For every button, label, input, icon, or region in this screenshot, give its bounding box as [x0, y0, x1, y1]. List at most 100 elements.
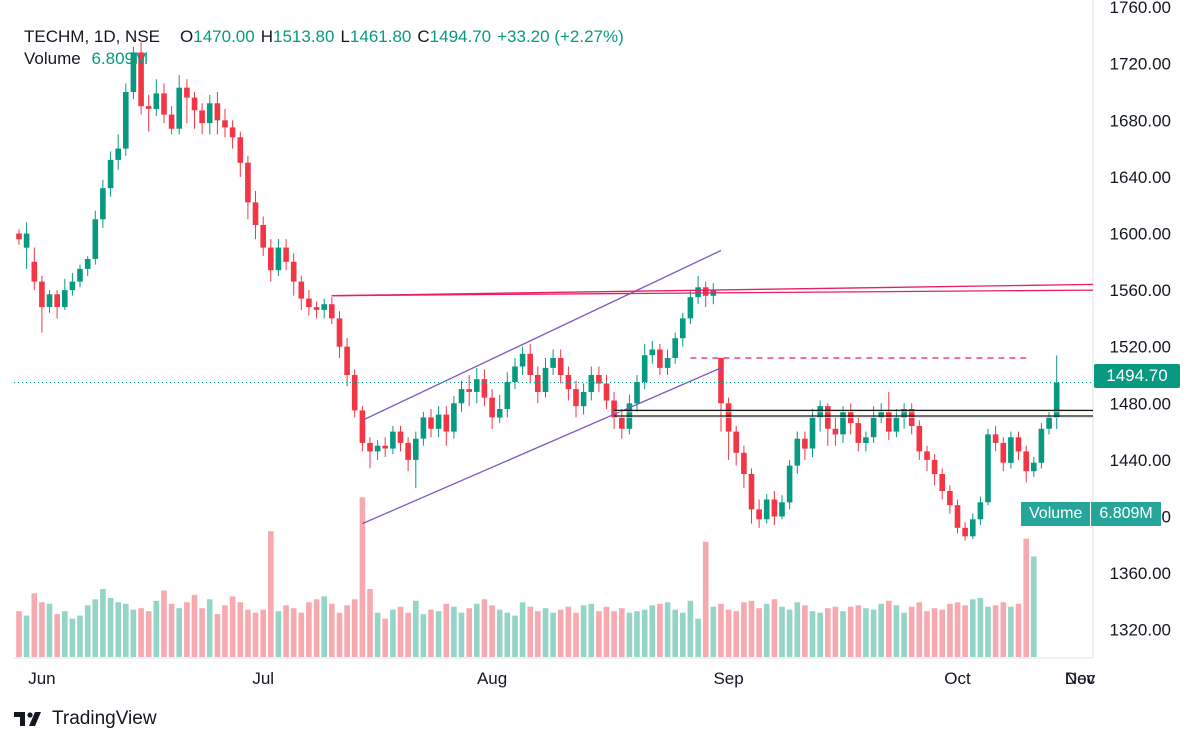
candle	[702, 281, 709, 308]
price-tick-label: 1600.00	[1110, 225, 1171, 244]
candle	[550, 349, 556, 375]
candle	[39, 275, 45, 333]
candle	[458, 380, 465, 412]
resistance-1-line[interactable]	[331, 283, 1094, 297]
volume-bar	[359, 497, 366, 657]
candle	[481, 369, 488, 407]
volume-bar	[947, 603, 953, 657]
candle	[664, 349, 671, 375]
candle	[931, 454, 938, 486]
volume-bar	[130, 609, 137, 657]
volume-bar	[283, 605, 289, 657]
volume-tag-label: Volume	[1021, 502, 1091, 526]
volume-label[interactable]: Volume	[24, 49, 81, 68]
volume-bar	[641, 609, 648, 657]
price-axis[interactable]: 1320.001360.001400.001440.001480.001520.…	[1110, 0, 1171, 640]
symbol-title[interactable]: TECHM, 1D, NSE	[24, 27, 161, 46]
candle	[222, 109, 228, 138]
trend-lines[interactable]	[331, 249, 1094, 525]
volume-bar	[779, 606, 785, 657]
close-label: C	[417, 27, 430, 46]
open-label: O	[180, 27, 194, 46]
candle	[496, 394, 503, 424]
candle	[847, 403, 854, 435]
volume-bar	[817, 612, 823, 657]
resistance-2-line[interactable]	[331, 289, 1094, 297]
candle	[985, 428, 991, 506]
volume-bar	[504, 612, 511, 657]
candle	[947, 485, 953, 514]
candle	[771, 491, 778, 525]
candle	[260, 216, 266, 257]
candle	[619, 409, 625, 439]
candle	[367, 437, 373, 469]
candle	[54, 290, 60, 319]
candle	[321, 298, 327, 319]
volume-bar	[92, 599, 99, 657]
candle	[603, 375, 610, 409]
candle	[344, 338, 350, 387]
volume-bar	[84, 605, 91, 657]
candle	[1031, 457, 1037, 477]
candle	[1008, 431, 1014, 469]
volume-bar	[222, 605, 228, 657]
candle	[69, 273, 76, 296]
volume-bar	[840, 611, 846, 657]
candle	[802, 431, 808, 460]
volume-bar	[702, 541, 709, 657]
symbol-legend: TECHM, 1D, NSE O 1470.00 H 1513.80 L 1461.8…	[24, 26, 624, 48]
volume-value: 6.809M	[91, 49, 149, 68]
candle	[527, 343, 533, 384]
candle	[794, 431, 801, 474]
candle	[123, 83, 129, 156]
close-value: 1494.70	[429, 27, 492, 46]
candle	[329, 297, 335, 324]
candle	[184, 79, 190, 124]
volume-bar	[687, 600, 694, 657]
candle	[214, 92, 221, 135]
candle	[268, 239, 274, 282]
candle	[62, 278, 68, 310]
candle	[306, 290, 312, 316]
volume-bar	[62, 611, 68, 657]
channel-lower-line[interactable]	[362, 367, 722, 525]
volume-bar	[649, 605, 656, 657]
candle	[466, 375, 472, 407]
candle	[855, 417, 862, 452]
time-tick-label: Jul	[252, 669, 274, 688]
volume-bar	[924, 611, 930, 657]
candle	[1046, 411, 1052, 435]
candle	[374, 440, 381, 460]
candle	[878, 403, 884, 424]
channel-upper-line[interactable]	[362, 249, 722, 421]
candle	[84, 256, 91, 276]
volume-bar	[634, 611, 640, 657]
volume-bar	[1023, 538, 1029, 657]
time-tick-label: Nov	[1065, 669, 1096, 688]
candle	[970, 513, 976, 540]
volume-bar	[290, 608, 297, 657]
volume-bar	[557, 609, 564, 657]
volume-bar	[710, 606, 717, 657]
candle	[245, 155, 251, 220]
volume-bar	[901, 612, 907, 657]
candle	[420, 411, 427, 446]
candle	[725, 397, 732, 460]
candle	[786, 459, 793, 510]
candle	[451, 396, 457, 439]
volume-bar	[580, 605, 587, 657]
volume-bar	[435, 611, 442, 657]
volume-bar	[245, 609, 251, 657]
volume-bar	[611, 611, 617, 657]
candle	[336, 311, 343, 358]
open-value: 1470.00	[193, 27, 255, 46]
candle	[649, 341, 656, 364]
volume-bar	[214, 614, 221, 657]
candle	[1000, 437, 1007, 472]
volume-bar	[69, 618, 76, 657]
candle	[16, 229, 22, 245]
volume-bar	[1015, 603, 1022, 657]
tradingview-logo[interactable]: TradingView	[14, 708, 157, 730]
